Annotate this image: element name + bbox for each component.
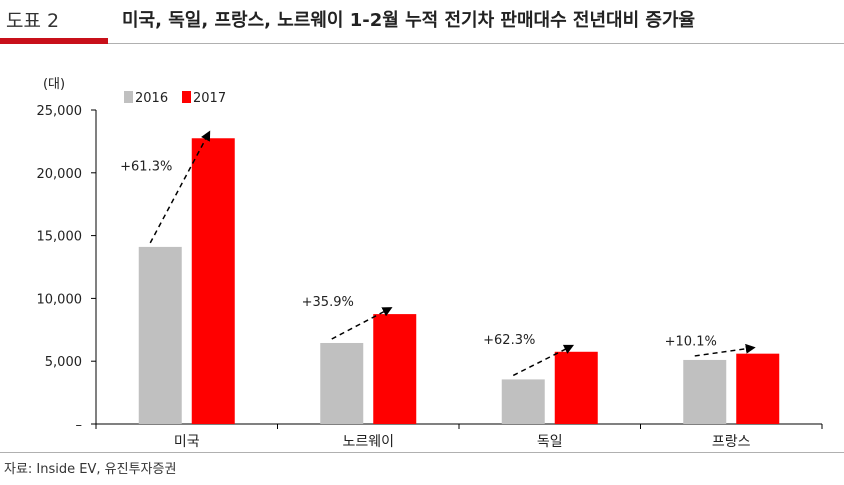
bar-2017 (373, 314, 417, 424)
legend-label-2017: 2017 (193, 91, 226, 106)
category-label: 독일 (537, 434, 563, 450)
header-divider (108, 43, 844, 44)
source-note: 자료: Inside EV, 유진투자증권 (4, 462, 177, 477)
y-tick-label: 5,000 (45, 355, 82, 370)
legend-swatch-2016 (124, 91, 133, 103)
bar-2016 (683, 359, 727, 424)
growth-annotation: +35.9% (302, 295, 354, 310)
y-tick-label: 20,000 (37, 167, 83, 182)
bar-2017 (554, 351, 598, 424)
bar-2017 (191, 138, 235, 424)
y-tick-label: 10,000 (37, 292, 83, 307)
category-label: 프랑스 (712, 434, 751, 450)
footer-divider (0, 452, 844, 453)
y-tick-label: 25,000 (37, 104, 83, 119)
chart-title: 미국, 독일, 프랑스, 노르웨이 1-2월 누적 전기차 판매대수 전년대비 … (122, 10, 696, 31)
legend-label-2016: 2016 (135, 91, 168, 106)
figure-label: 도표 2 (6, 10, 60, 32)
growth-arrow (149, 130, 211, 244)
y-unit-label: (대) (43, 77, 65, 92)
bar-chart: – 5,000 10,000 15,000 20,000 25,000 (대) 미국 +61.3… (37, 77, 823, 450)
figure-label-underline (0, 38, 108, 44)
growth-annotation: +10.1% (665, 335, 717, 350)
growth-arrow (694, 343, 756, 357)
category-label: 미국 (174, 434, 200, 450)
category-label: 노르웨이 (342, 434, 394, 450)
legend-swatch-2017 (182, 91, 191, 103)
bar-2016 (501, 379, 545, 424)
report-header: 도표 2 미국, 독일, 프랑스, 노르웨이 1-2월 누적 전기차 판매대수 … (0, 0, 844, 44)
growth-arrow (331, 307, 393, 340)
bar-2016 (320, 342, 364, 424)
bar-2017 (736, 353, 780, 424)
y-tick-label: – (76, 418, 83, 433)
growth-annotation: +62.3% (483, 333, 535, 348)
growth-annotation: +61.3% (120, 159, 172, 174)
y-tick-label: 15,000 (37, 230, 83, 245)
growth-arrow (512, 344, 575, 377)
bar-2016 (138, 246, 182, 424)
